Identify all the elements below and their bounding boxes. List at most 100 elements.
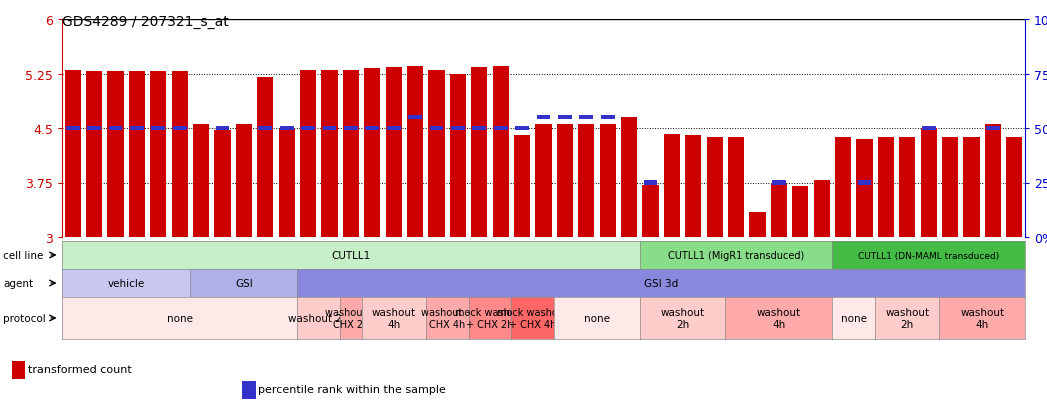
Bar <box>279 130 294 237</box>
Bar <box>686 135 701 237</box>
Bar <box>472 126 486 131</box>
Bar <box>537 116 551 120</box>
Bar <box>814 181 829 237</box>
Bar <box>66 126 80 131</box>
Bar <box>65 71 81 237</box>
Text: GDS4289 / 207321_s_at: GDS4289 / 207321_s_at <box>62 15 228 29</box>
Bar <box>109 126 122 131</box>
Bar <box>236 125 252 237</box>
Text: washout
4h: washout 4h <box>372 307 416 329</box>
Bar <box>728 138 744 237</box>
Bar <box>493 67 509 237</box>
Bar <box>644 181 658 185</box>
Text: washout 2h: washout 2h <box>289 313 349 323</box>
Bar <box>322 126 336 131</box>
Bar <box>216 126 229 131</box>
Bar <box>621 118 638 237</box>
Bar <box>385 68 402 237</box>
Bar <box>130 126 143 131</box>
Bar <box>920 129 937 237</box>
Bar <box>259 126 272 131</box>
Bar <box>1006 138 1022 237</box>
Text: CUTLL1 (DN-MAML transduced): CUTLL1 (DN-MAML transduced) <box>859 251 999 260</box>
Text: none: none <box>166 313 193 323</box>
Bar <box>664 135 680 237</box>
Bar <box>151 72 166 237</box>
Bar <box>321 71 337 237</box>
Text: washout +
CHX 2h: washout + CHX 2h <box>325 307 377 329</box>
Bar <box>173 126 186 131</box>
Bar <box>258 78 273 237</box>
Text: washout
4h: washout 4h <box>757 307 801 329</box>
Text: transformed count: transformed count <box>27 365 131 375</box>
Bar <box>963 138 980 237</box>
Bar <box>772 181 785 185</box>
Bar <box>407 66 423 237</box>
Bar <box>12 361 25 379</box>
Text: mock washout
+ CHX 2h: mock washout + CHX 2h <box>454 307 526 329</box>
Bar <box>856 140 872 237</box>
Bar <box>152 126 165 131</box>
Text: cell line: cell line <box>3 250 44 260</box>
Bar <box>579 116 593 120</box>
Bar <box>242 380 255 399</box>
Text: none: none <box>584 313 610 323</box>
Bar <box>193 125 209 237</box>
Bar <box>515 126 529 131</box>
Bar <box>86 72 103 237</box>
Bar <box>129 72 144 237</box>
Text: protocol: protocol <box>3 313 46 323</box>
Bar <box>707 138 722 237</box>
Bar <box>342 71 359 237</box>
Text: GSI: GSI <box>235 278 252 288</box>
Bar <box>172 72 187 237</box>
Text: mock washout
+ CHX 4h: mock washout + CHX 4h <box>497 307 569 329</box>
Bar <box>857 181 871 185</box>
Bar <box>793 187 808 237</box>
Bar <box>428 71 445 237</box>
Bar <box>87 126 101 131</box>
Bar <box>899 138 915 237</box>
Bar <box>215 131 230 237</box>
Bar <box>600 125 616 237</box>
Text: none: none <box>841 313 867 323</box>
Bar <box>836 138 851 237</box>
Bar <box>365 126 379 131</box>
Bar <box>877 138 894 237</box>
Bar <box>300 71 316 237</box>
Bar <box>771 183 787 237</box>
Bar <box>750 212 765 237</box>
Bar <box>429 126 443 131</box>
Text: percentile rank within the sample: percentile rank within the sample <box>258 385 446 394</box>
Bar <box>280 126 293 131</box>
Bar <box>408 116 422 120</box>
Text: agent: agent <box>3 278 34 288</box>
Text: CUTLL1 (MigR1 transduced): CUTLL1 (MigR1 transduced) <box>668 250 804 260</box>
Text: washout
2h: washout 2h <box>661 307 705 329</box>
Bar <box>344 126 358 131</box>
Bar <box>514 136 530 237</box>
Bar <box>535 125 552 237</box>
Text: washout
2h: washout 2h <box>885 307 930 329</box>
Bar <box>450 74 466 237</box>
Bar <box>364 69 380 237</box>
Bar <box>942 138 958 237</box>
Bar <box>387 126 401 131</box>
Bar <box>558 116 572 120</box>
Bar <box>921 126 936 131</box>
Bar <box>302 126 315 131</box>
Bar <box>494 126 508 131</box>
Bar <box>451 126 465 131</box>
Bar <box>471 68 487 237</box>
Bar <box>601 116 615 120</box>
Bar <box>108 72 124 237</box>
Bar <box>986 126 1000 131</box>
Text: vehicle: vehicle <box>108 278 144 288</box>
Text: CUTLL1: CUTLL1 <box>331 250 371 260</box>
Bar <box>578 125 595 237</box>
Bar <box>643 185 659 237</box>
Bar <box>557 125 573 237</box>
Text: GSI 3d: GSI 3d <box>644 278 678 288</box>
Text: washout
4h: washout 4h <box>960 307 1004 329</box>
Text: washout +
CHX 4h: washout + CHX 4h <box>421 307 473 329</box>
